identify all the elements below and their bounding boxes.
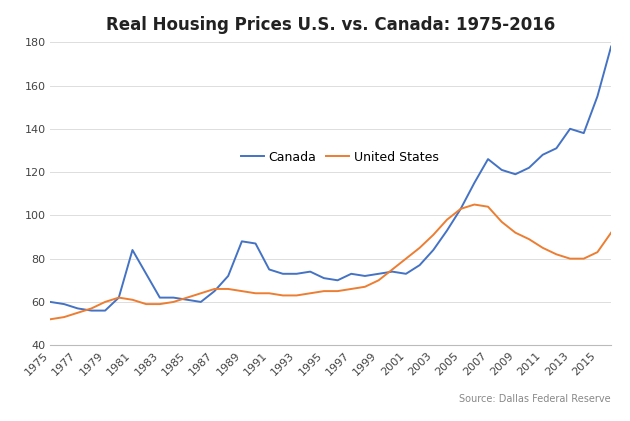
Canada (88, 308, 95, 313)
Canada (375, 271, 382, 276)
United States (279, 293, 287, 298)
United States (553, 252, 560, 257)
United States (320, 288, 328, 293)
United States (88, 306, 95, 311)
United States (471, 202, 478, 207)
United States (265, 291, 273, 296)
Canada (457, 206, 464, 211)
United States (402, 256, 410, 261)
United States (60, 314, 68, 320)
Canada (265, 267, 273, 272)
Canada (156, 295, 164, 300)
United States (169, 299, 177, 304)
United States (210, 286, 218, 291)
Canada (553, 146, 560, 151)
Canada (498, 168, 505, 173)
United States (607, 230, 615, 235)
Text: Source: Dallas Federal Reserve: Source: Dallas Federal Reserve (459, 394, 611, 404)
United States (593, 250, 601, 255)
United States (74, 310, 81, 315)
United States (293, 293, 301, 298)
United States (142, 301, 150, 306)
United States (444, 217, 451, 222)
United States (238, 288, 246, 293)
Canada (224, 273, 232, 278)
Canada (416, 263, 423, 268)
United States (430, 232, 437, 237)
Canada (293, 271, 301, 276)
Canada (593, 94, 601, 99)
United States (512, 230, 519, 235)
Canada (334, 278, 341, 283)
Canada (389, 269, 396, 274)
Canada (238, 239, 246, 244)
Canada (348, 271, 355, 276)
Canada (566, 126, 574, 131)
United States (306, 291, 314, 296)
United States (580, 256, 588, 261)
Canada (512, 172, 519, 177)
United States (457, 206, 464, 211)
United States (252, 291, 260, 296)
Canada (306, 269, 314, 274)
Canada (115, 295, 123, 300)
United States (115, 295, 123, 300)
United States (47, 317, 54, 322)
United States (183, 295, 191, 300)
United States (375, 278, 382, 283)
Legend: Canada, United States: Canada, United States (236, 146, 444, 168)
Canada (471, 180, 478, 185)
United States (224, 286, 232, 291)
Title: Real Housing Prices U.S. vs. Canada: 1975-2016: Real Housing Prices U.S. vs. Canada: 197… (106, 16, 556, 34)
United States (416, 245, 423, 250)
United States (498, 219, 505, 224)
United States (389, 267, 396, 272)
Canada (169, 295, 177, 300)
Line: United States: United States (50, 205, 611, 319)
Canada (101, 308, 109, 313)
Canada (361, 273, 369, 278)
Canada (74, 306, 81, 311)
Canada (580, 131, 588, 136)
United States (101, 299, 109, 304)
United States (525, 237, 533, 242)
Line: Canada: Canada (50, 47, 611, 311)
United States (348, 286, 355, 291)
Canada (129, 248, 136, 253)
Canada (210, 288, 218, 293)
Canada (320, 276, 328, 281)
Canada (142, 271, 150, 276)
Canada (484, 157, 492, 162)
Canada (607, 44, 615, 49)
Canada (197, 299, 205, 304)
Canada (525, 165, 533, 170)
Canada (444, 228, 451, 233)
Canada (539, 152, 546, 157)
Canada (430, 248, 437, 253)
United States (334, 288, 341, 293)
United States (361, 284, 369, 289)
Canada (60, 301, 68, 306)
Canada (252, 241, 260, 246)
United States (539, 245, 546, 250)
Canada (47, 299, 54, 304)
United States (156, 301, 164, 306)
United States (484, 204, 492, 209)
Canada (183, 297, 191, 302)
Canada (402, 271, 410, 276)
United States (197, 291, 205, 296)
United States (566, 256, 574, 261)
United States (129, 297, 136, 302)
Canada (279, 271, 287, 276)
